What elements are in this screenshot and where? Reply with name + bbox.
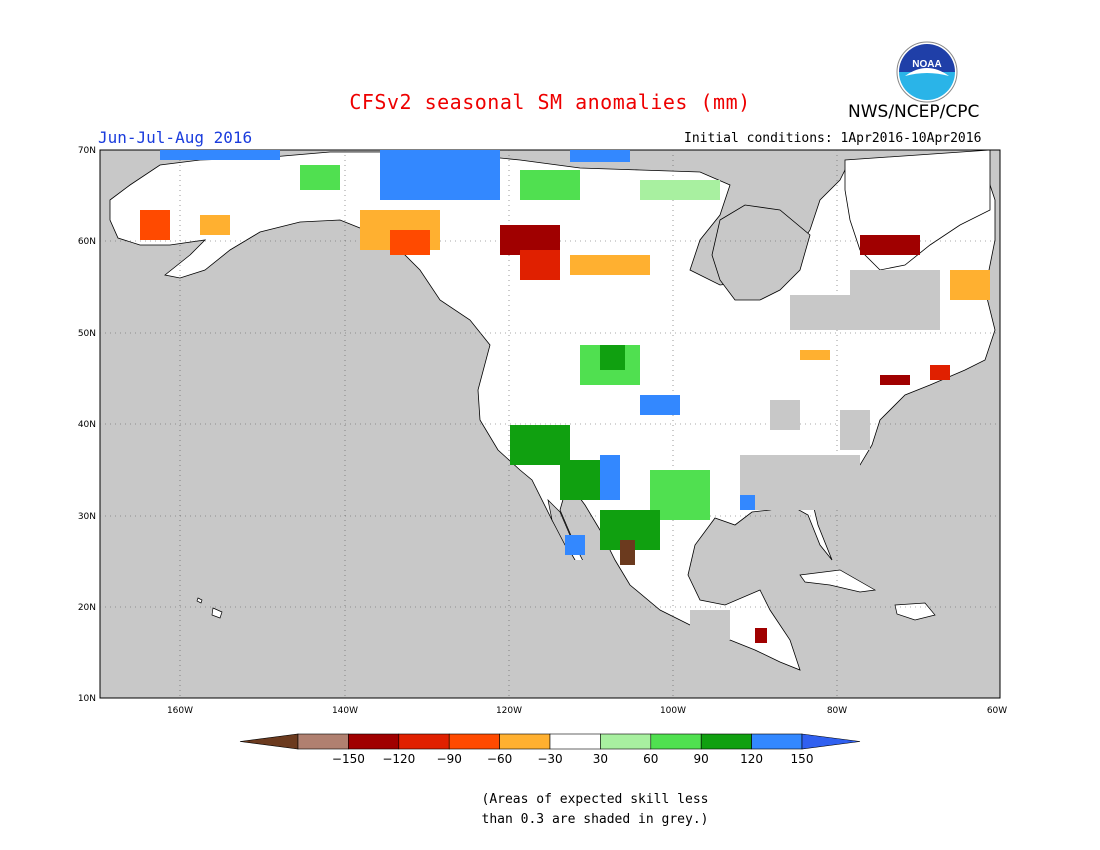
- colorbar-tick-label: 120: [740, 752, 763, 766]
- anomaly-cells: [140, 150, 990, 643]
- lon-label: 160W: [167, 706, 193, 716]
- latitude-labels: 70N 60N 50N 40N 30N 20N 10N: [78, 146, 96, 704]
- noaa-logo-icon: NOAA: [896, 41, 958, 103]
- lat-label: 60N: [78, 237, 96, 247]
- colorbar-cell: [700, 733, 752, 750]
- lat-label: 40N: [78, 420, 96, 430]
- low-skill-shading: [560, 270, 940, 640]
- colorbar-cell: [650, 733, 702, 750]
- colorbar-tick-label: 60: [643, 752, 658, 766]
- lon-label: 120W: [496, 706, 522, 716]
- colorbar-cell: [751, 733, 803, 750]
- colorbar-tick-label: −120: [382, 752, 415, 766]
- lat-label: 20N: [78, 603, 96, 613]
- lat-label: 30N: [78, 512, 96, 522]
- colorbar-tick-label: 90: [694, 752, 709, 766]
- lon-label: 140W: [332, 706, 358, 716]
- lat-label: 70N: [78, 146, 96, 156]
- colorbar-cell: [348, 733, 400, 750]
- logo-text: NOAA: [912, 59, 941, 70]
- hudson-bay: [711, 204, 811, 301]
- skill-note-line2: than 0.3 are shaded in grey.): [481, 812, 709, 827]
- colorbar-cell: [448, 733, 500, 750]
- agency-label: NWS/NCEP/CPC: [848, 102, 980, 122]
- colorbar-cell: [549, 733, 601, 750]
- lat-label: 50N: [78, 329, 96, 339]
- lon-label: 100W: [660, 706, 686, 716]
- hawaii: [196, 597, 223, 619]
- colorbar-tick-label: −150: [332, 752, 365, 766]
- lon-label: 80W: [827, 706, 847, 716]
- colorbar-cells: [239, 733, 861, 750]
- cuba: [799, 569, 877, 593]
- colorbar-ticks: −150 −120 −90 −60 −30 30 60 90 120 150: [332, 752, 814, 766]
- colorbar-tick-label: 150: [791, 752, 814, 766]
- colorbar-cell: [398, 733, 450, 750]
- skill-note-line1: (Areas of expected skill less: [481, 792, 709, 807]
- colorbar-tick-label: −60: [487, 752, 512, 766]
- colorbar-tick-label: −30: [537, 752, 562, 766]
- lat-label: 10N: [78, 694, 96, 704]
- colorbar-cell: [600, 733, 652, 750]
- colorbar-left-arrow: [239, 733, 299, 750]
- map-gridlines: [100, 150, 1000, 698]
- chart-title: CFSv2 seasonal SM anomalies (mm): [349, 90, 751, 114]
- colorbar-right-arrow: [801, 733, 861, 750]
- colorbar-cell: [297, 733, 349, 750]
- lon-label: 60W: [987, 706, 1007, 716]
- colorbar-tick-label: −90: [437, 752, 462, 766]
- season-label: Jun-Jul-Aug 2016: [98, 128, 253, 147]
- longitude-labels: 160W 140W 120W 100W 80W 60W: [167, 706, 1007, 716]
- colorbar-cell: [499, 733, 551, 750]
- colorbar-tick-label: 30: [593, 752, 608, 766]
- initial-conditions-label: Initial conditions: 1Apr2016-10Apr2016: [684, 131, 982, 146]
